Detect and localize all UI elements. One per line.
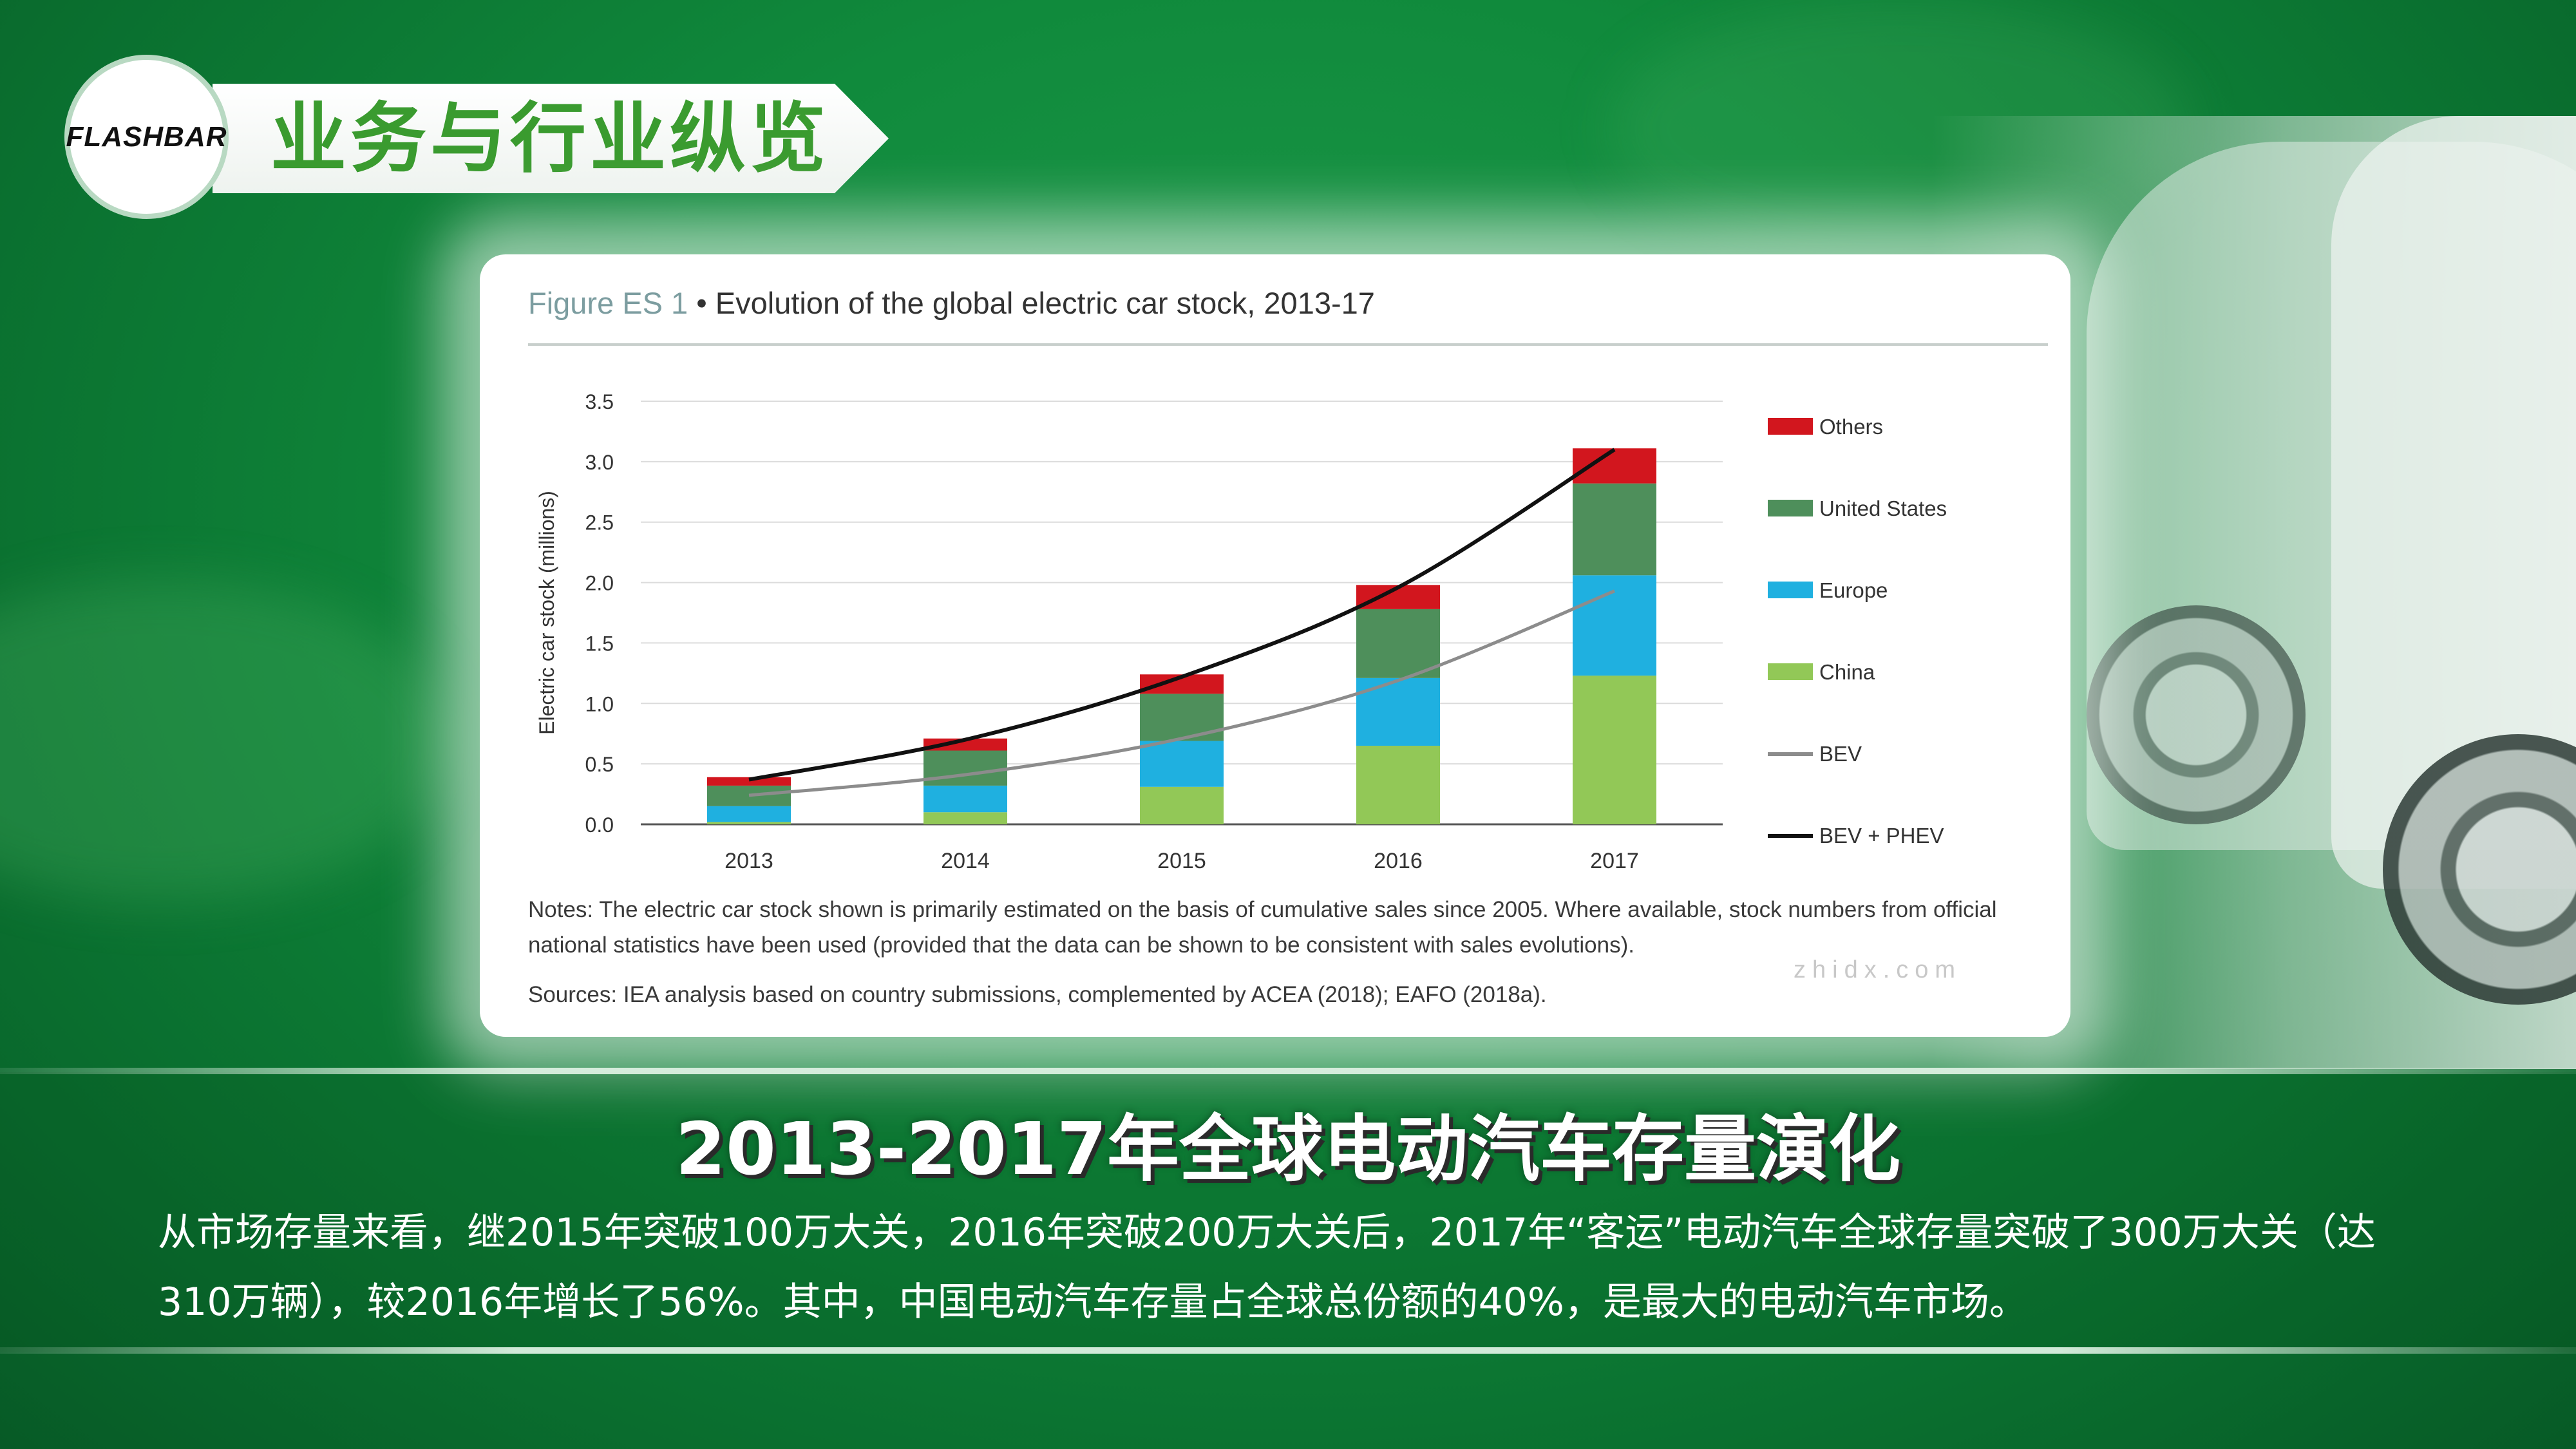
bar-segment-europe bbox=[1573, 575, 1656, 676]
y-tick-label: 2.0 bbox=[585, 572, 614, 595]
y-tick-label: 1.0 bbox=[585, 692, 614, 715]
divider bbox=[0, 1347, 2576, 1354]
legend-swatch bbox=[1768, 418, 1813, 435]
y-tick-label: 3.5 bbox=[585, 390, 614, 413]
bar-segment-united-states bbox=[1140, 694, 1224, 741]
y-tick-label: 1.5 bbox=[585, 632, 614, 655]
bar-segment-europe bbox=[923, 785, 1007, 813]
bar-segment-united-states bbox=[1356, 609, 1440, 678]
legend-label: United States bbox=[1819, 497, 1947, 520]
x-tick-label: 2015 bbox=[1157, 849, 1206, 873]
legend-swatch bbox=[1768, 663, 1813, 680]
x-tick-label: 2013 bbox=[724, 849, 773, 873]
description: 从市场存量来看，继2015年突破100万大关，2016年突破200万大关后，20… bbox=[158, 1210, 2376, 1325]
x-tick-label: 2017 bbox=[1590, 849, 1639, 873]
x-tick-label: 2016 bbox=[1374, 849, 1423, 873]
bar-segment-others bbox=[707, 777, 791, 786]
legend-swatch bbox=[1768, 500, 1813, 516]
bar-segment-china bbox=[707, 822, 791, 824]
logo: FLASHBAR bbox=[64, 55, 229, 219]
figure-sources: Sources: IEA analysis based on country s… bbox=[528, 982, 1547, 1007]
chart-panel: Figure ES 1 • Evolution of the global el… bbox=[480, 254, 2070, 1037]
legend-label: Others bbox=[1819, 415, 1883, 439]
bar-segment-europe bbox=[1356, 677, 1440, 746]
divider bbox=[0, 1068, 2576, 1074]
divider bbox=[528, 343, 2048, 346]
legend-swatch bbox=[1768, 582, 1813, 598]
legend-label: China bbox=[1819, 660, 1875, 684]
legend-label: BEV + PHEV bbox=[1819, 824, 1944, 848]
chart: 0.0 0.5 1.0 1.5 2.0 2.5 3.0 3.5 Electric car sto… bbox=[535, 390, 1947, 873]
bar-segment-others bbox=[923, 738, 1007, 751]
car-wheel-icon bbox=[2087, 605, 2306, 824]
bar-segment-china bbox=[1573, 676, 1656, 824]
figure-title: Figure ES 1 • Evolution of the global el… bbox=[528, 285, 1375, 321]
legend-label: Europe bbox=[1819, 578, 1888, 602]
watermark: zhidx.com bbox=[1794, 956, 1962, 983]
caption-band bbox=[0, 1072, 2576, 1352]
legend-label: BEV bbox=[1819, 742, 1862, 766]
y-tick-label: 3.0 bbox=[585, 451, 614, 474]
figure-title-text: Evolution of the global electric car sto… bbox=[715, 286, 1375, 320]
bar-segment-china bbox=[1356, 745, 1440, 824]
figure-label: Figure ES 1 bbox=[528, 286, 688, 320]
y-tick-label: 0.5 bbox=[585, 753, 614, 776]
bar-segment-china bbox=[923, 812, 1007, 824]
y-axis-label: Electric car stock (millions) bbox=[535, 491, 558, 735]
background-glow bbox=[0, 580, 451, 902]
y-tick-label: 0.0 bbox=[585, 813, 614, 837]
page-title: 业务与行业纵览 bbox=[270, 94, 830, 183]
bar-segment-united-states bbox=[1573, 483, 1656, 576]
bar-segment-europe bbox=[1140, 741, 1224, 787]
y-tick-label: 2.5 bbox=[585, 511, 614, 535]
x-tick-label: 2014 bbox=[941, 849, 990, 873]
series-line-bev bbox=[748, 589, 1615, 797]
logo-text: FLASHBAR bbox=[66, 120, 227, 153]
figure-notes: Notes: The electric car stock shown is p… bbox=[528, 897, 1997, 958]
bar-segment-others bbox=[1573, 448, 1656, 484]
bar-segment-china bbox=[1140, 786, 1224, 824]
series-line-bev-phev bbox=[748, 448, 1616, 782]
bar-segment-europe bbox=[707, 806, 791, 822]
header-banner bbox=[213, 84, 889, 193]
main-heading: 2013-2017年全球电动汽车存量演化 bbox=[676, 1108, 1900, 1191]
bar-segment-united-states bbox=[707, 785, 791, 806]
bar-segment-united-states bbox=[923, 750, 1007, 786]
figure-separator: • bbox=[688, 286, 715, 320]
